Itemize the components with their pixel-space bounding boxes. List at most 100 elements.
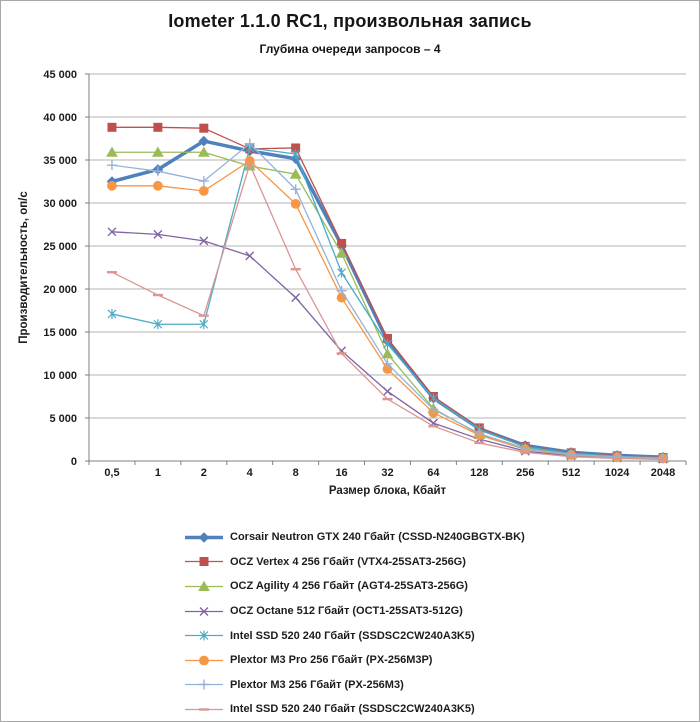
marker-plus	[198, 176, 209, 187]
y-tick-label: 20 000	[43, 284, 77, 296]
legend: Corsair Neutron GTX 240 Гбайт (CSSD-N240…	[185, 525, 525, 721]
legend-item: OCZ Agility 4 256 Гбайт (AGT4-25SAT3-256…	[185, 574, 525, 599]
series-line	[111, 143, 664, 459]
x-tick-label: 512	[562, 467, 580, 479]
marker-x	[153, 229, 163, 239]
marker-asterisk	[199, 630, 209, 641]
marker-triangle	[152, 146, 164, 157]
marker-x	[383, 386, 392, 396]
chart-subtitle: Глубина очереди запросов – 4	[259, 42, 441, 56]
x-tick-label: 2048	[651, 467, 675, 479]
legend-item: Intel SSD 520 240 Гбайт (SSDSC2CW240A3K5…	[185, 697, 525, 721]
marker-circle	[290, 198, 301, 209]
marker-square	[199, 123, 209, 133]
legend-marker-square-icon	[185, 557, 223, 567]
legend-label: OCZ Vertex 4 256 Гбайт (VTX4-25SAT3-256G…	[230, 555, 466, 568]
marker-x	[107, 227, 117, 237]
legend-marker-circle-icon	[185, 655, 223, 666]
y-tick-label: 10 000	[43, 370, 77, 382]
legend-label: OCZ Octane 512 Гбайт (OCT1-25SAT3-512G)	[230, 605, 463, 618]
marker-square	[153, 122, 163, 132]
legend-label: Intel SSD 520 240 Гбайт (SSDSC2CW240A3K5…	[230, 629, 475, 642]
x-tick-label: 0,5	[104, 467, 119, 479]
x-tick-label: 128	[470, 467, 488, 479]
y-tick-label: 40 000	[43, 112, 77, 124]
marker-triangle	[197, 146, 210, 157]
series-0	[106, 135, 669, 463]
legend-item: OCZ Vertex 4 256 Гбайт (VTX4-25SAT3-256G…	[185, 550, 525, 575]
marker-asterisk	[107, 308, 117, 319]
legend-label: Intel SSD 520 240 Гбайт (SSDSC2CW240A3K5…	[230, 703, 475, 716]
legend-marker-x-icon	[185, 606, 223, 616]
axes	[85, 73, 687, 465]
plot-area: 0 5 000 10 000 15 000 20 000 25 000 30 000 35 0…	[18, 69, 687, 497]
series-line	[111, 151, 664, 459]
x-tick-label: 1024	[605, 467, 630, 479]
legend-marker-diamond-icon	[185, 531, 223, 543]
legend-item: Intel SSD 520 240 Гбайт (SSDSC2CW240A3K5…	[185, 623, 525, 648]
x-tick-label: 1	[155, 467, 161, 479]
marker-x	[245, 251, 255, 261]
series-line	[111, 163, 664, 461]
series-line	[110, 139, 665, 459]
series-6	[106, 138, 669, 464]
x-tick-label: 16	[335, 467, 347, 479]
gridlines	[89, 73, 686, 419]
series-4	[107, 142, 668, 463]
marker-triangle	[335, 247, 348, 258]
x-tick-labels: 0,5 1 2 4 8 16 32 64 128 256 512 1024 2048	[104, 467, 675, 479]
marker-plus	[106, 160, 117, 171]
series-line	[111, 160, 664, 460]
marker-circle	[152, 180, 163, 191]
y-tick-label: 30 000	[43, 198, 77, 210]
legend-item: Corsair Neutron GTX 240 Гбайт (CSSD-N240…	[185, 525, 525, 550]
legend-marker-asterisk-icon	[185, 630, 223, 641]
marker-diamond	[198, 531, 210, 543]
legend-label: Plextor M3 Pro 256 Гбайт (PX-256M3P)	[230, 654, 433, 667]
marker-asterisk	[199, 319, 209, 330]
x-tick-label: 32	[381, 467, 393, 479]
marker-plus	[336, 285, 347, 296]
marker-plus	[612, 451, 623, 462]
y-tick-label: 35 000	[43, 155, 77, 167]
y-tick-label: 25 000	[43, 241, 77, 253]
series-7	[106, 163, 669, 461]
marker-asterisk	[153, 319, 163, 330]
legend-label: Plextor M3 256 Гбайт (PX-256M3)	[230, 678, 404, 691]
legend-item: Plextor M3 256 Гбайт (PX-256M3)	[185, 673, 525, 698]
series-1	[107, 122, 668, 463]
marker-x	[199, 606, 209, 616]
x-tick-label: 8	[293, 467, 299, 479]
marker-plus	[152, 166, 163, 177]
y-axis-title: Производительность, оп/с	[18, 191, 30, 344]
legend-marker-triangle-icon	[185, 580, 223, 591]
marker-asterisk	[383, 339, 392, 350]
marker-square	[337, 238, 347, 248]
marker-triangle	[198, 580, 210, 591]
marker-asterisk	[337, 267, 347, 278]
y-tick-label: 15 000	[43, 327, 77, 339]
legend-item: Plextor M3 Pro 256 Гбайт (PX-256M3P)	[185, 648, 525, 673]
marker-triangle	[381, 348, 394, 359]
x-tick-label: 64	[427, 467, 440, 479]
marker-circle	[199, 655, 209, 666]
marker-square	[107, 122, 117, 132]
legend-label: Corsair Neutron GTX 240 Гбайт (CSSD-N240…	[230, 531, 525, 544]
legend-marker-plus-icon	[185, 679, 223, 690]
marker-plus	[658, 453, 669, 464]
marker-circle	[107, 180, 117, 191]
marker-plus	[428, 404, 439, 415]
marker-plus	[290, 184, 301, 195]
legend-item: OCZ Octane 512 Гбайт (OCT1-25SAT3-512G)	[185, 599, 525, 624]
marker-plus	[244, 138, 255, 149]
chart-title: Iometer 1.1.0 RC1, произвольная запись	[168, 11, 532, 31]
y-tick-label: 5 000	[49, 413, 77, 425]
x-tick-label: 256	[516, 467, 534, 479]
marker-asterisk	[428, 393, 438, 404]
legend-marker-dash-icon	[185, 708, 223, 711]
marker-diamond	[198, 135, 210, 147]
x-tick-label: 4	[247, 467, 254, 479]
marker-square	[199, 557, 209, 567]
marker-plus	[474, 428, 485, 439]
